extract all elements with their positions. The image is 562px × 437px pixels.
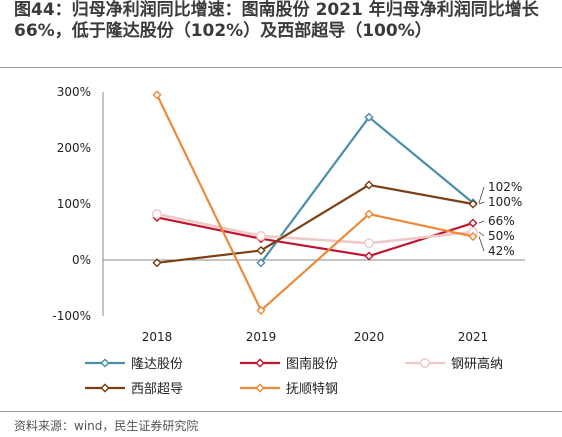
y-tick-label: 200% (57, 141, 91, 155)
series-0-point (364, 112, 374, 122)
series-2-line (156, 212, 474, 245)
series-1-point (364, 251, 374, 261)
chart-title: 图44：归母净利润同比增速：图南股份 2021 年归母净利润同比增长 66%，低… (14, 0, 539, 41)
end-label-leader (478, 186, 485, 204)
title-divider (0, 67, 562, 68)
series-4-line (156, 94, 474, 312)
x-tick-label: 2018 (142, 330, 173, 344)
x-tick-label: 2019 (246, 330, 277, 344)
legend-label: 图南股份 (286, 356, 338, 372)
end-label-leader (478, 231, 485, 237)
end-label: 102% (488, 180, 522, 194)
end-label: 42% (488, 244, 515, 258)
y-tick-label: 0% (72, 253, 91, 267)
end-label-leader (478, 236, 485, 252)
legend-swatch-marker (255, 383, 265, 393)
x-tick-label: 2020 (354, 330, 385, 344)
end-label-leader (478, 201, 485, 205)
end-label: 66% (488, 214, 515, 228)
series-4-point (364, 209, 374, 219)
series-3-point (256, 245, 266, 256)
series-0-point (256, 258, 266, 268)
series-4-point (152, 90, 162, 100)
x-tick-label: 2021 (458, 330, 489, 344)
legend-swatch-marker (255, 358, 265, 368)
y-tick-label: -100% (52, 309, 91, 323)
legend-swatch-marker (100, 383, 110, 393)
y-tick-label: 300% (57, 85, 91, 99)
end-label-leader (478, 220, 485, 224)
end-label: 50% (488, 229, 515, 243)
series-2-point (152, 209, 162, 219)
series-3-point (364, 180, 374, 190)
series-4-point (468, 231, 478, 242)
series-2-point (364, 238, 374, 249)
series-3-point (468, 199, 478, 209)
series-3-point (152, 258, 162, 268)
series-1-line (156, 216, 474, 258)
series-1-point (468, 218, 478, 228)
legend-label: 隆达股份 (131, 357, 183, 372)
legend-label: 钢研高纳 (451, 356, 503, 372)
source-note: 资料来源：wind，民生证券研究院 (14, 419, 199, 433)
series-4-point (256, 305, 266, 315)
legend-label: 西部超导 (131, 382, 183, 397)
legend-swatch-marker (100, 358, 110, 368)
legend-label: 抚顺特钢 (286, 382, 338, 397)
series-2-point (256, 231, 266, 241)
y-tick-label: 100% (57, 197, 91, 211)
footer-divider (0, 411, 562, 412)
legend-swatch-marker (420, 358, 430, 368)
end-label: 100% (488, 195, 522, 209)
series-3-line (156, 183, 474, 264)
